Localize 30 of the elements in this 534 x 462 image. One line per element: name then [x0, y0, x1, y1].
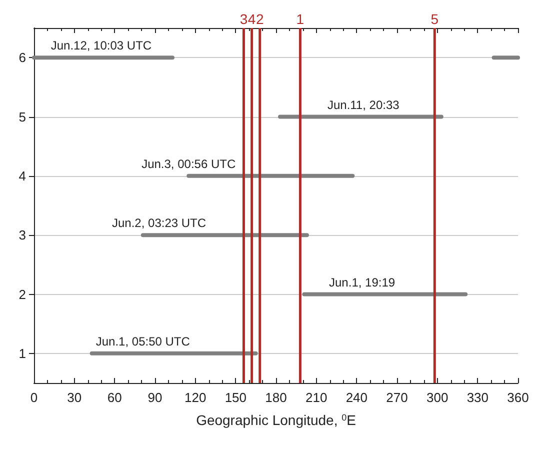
annotation: Jun.1, 19:19 [329, 275, 396, 290]
x-tick-label: 150 [224, 390, 247, 405]
y-tick-label: 2 [18, 286, 26, 302]
x-tick-label: 60 [107, 390, 122, 405]
y-tick-label: 3 [18, 228, 26, 243]
x-tick-label: 360 [507, 390, 529, 405]
x-tick-label: 330 [466, 390, 489, 405]
x-tick-label: 180 [265, 390, 287, 405]
series-label: 1 [296, 11, 304, 27]
x-tick-label: 90 [148, 390, 162, 405]
x-tick-label: 240 [346, 390, 368, 405]
y-tick-label: 1 [18, 346, 26, 361]
y-tick-label: 6 [18, 50, 26, 66]
x-tick-label: 270 [386, 390, 408, 405]
series-label: 3 [240, 11, 248, 27]
annotation: Jun.1, 05:50 UTC [96, 334, 190, 348]
x-tick-label: 300 [426, 390, 448, 405]
series-label: 5 [430, 11, 439, 27]
x-tick-label: 120 [184, 390, 206, 405]
x-tick-label: 30 [67, 390, 82, 405]
series-label: 2 [256, 11, 264, 27]
x-tick-label: 0 [30, 390, 38, 405]
annotation: Jun.3, 00:56 UTC [142, 156, 236, 171]
annotation: Jun.12, 10:03 UTC [50, 38, 152, 53]
annotation: Jun.11, 20:33 [327, 98, 400, 112]
x-tick-label: 210 [305, 390, 328, 405]
annotation: Jun.2, 03:23 UTC [112, 216, 206, 230]
series-label: 4 [248, 11, 256, 27]
y-tick-label: 4 [18, 168, 26, 184]
y-tick-label: 5 [18, 109, 26, 124]
